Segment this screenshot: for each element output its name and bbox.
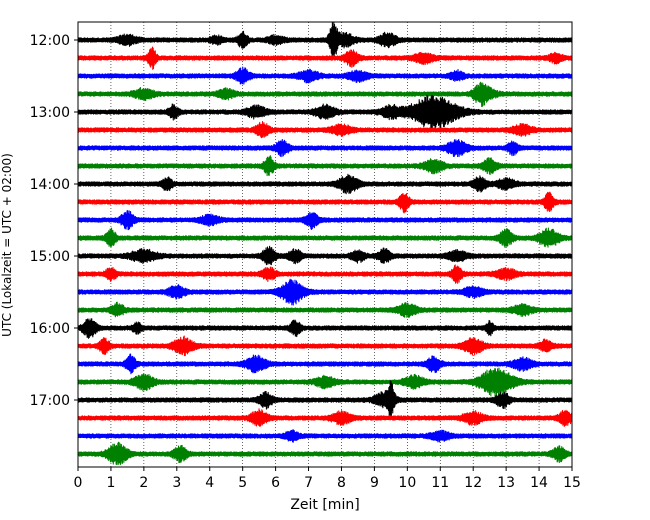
seismogram-trace — [77, 367, 573, 397]
seismogram-trace — [77, 227, 573, 248]
seismogram-trace — [77, 245, 573, 266]
seismogram-trace — [77, 335, 573, 357]
y-axis-ticks: 12:00 13:00 14:00 15:00 16:00 17:00 — [30, 33, 78, 409]
seismogram-trace — [77, 46, 573, 70]
x-tick-label: 6 — [271, 475, 280, 491]
y-tick-label: 15:00 — [30, 249, 70, 265]
x-tick-label: 13 — [497, 475, 515, 491]
y-tick-label: 16:00 — [30, 321, 70, 337]
x-tick-label: 5 — [238, 475, 247, 491]
seismogram-trace — [77, 81, 573, 108]
seismogram-trace — [77, 94, 573, 131]
x-tick-label: 4 — [205, 475, 214, 491]
y-axis-label: UTC (Lokalzeit = UTC + 02:00) — [0, 153, 14, 337]
seismogram-trace — [77, 441, 573, 466]
x-tick-label: 7 — [304, 475, 313, 491]
x-tick-label: 11 — [431, 475, 449, 491]
seismogram-trace — [77, 353, 573, 375]
x-tick-label: 3 — [172, 475, 181, 491]
seismogram-trace — [77, 380, 573, 420]
x-tick-label: 15 — [563, 475, 581, 491]
seismogram-trace — [77, 155, 573, 177]
seismogram-trace — [77, 22, 573, 58]
x-axis-label: Zeit [min] — [290, 497, 359, 513]
plot-frame — [77, 21, 573, 468]
seismogram-trace — [77, 191, 573, 214]
seismogram-trace — [77, 429, 573, 443]
x-tick-label: 12 — [464, 475, 482, 491]
seismogram-trace — [77, 120, 573, 139]
seismogram-trace — [77, 138, 573, 158]
y-tick-label: 17:00 — [30, 393, 70, 409]
seismogram-trace — [77, 408, 573, 428]
x-tick-label: 0 — [74, 475, 83, 491]
seismogram-trace — [77, 210, 573, 231]
x-tick-label: 9 — [370, 475, 379, 491]
seismogram-trace — [77, 66, 573, 85]
seismogram-trace — [77, 278, 573, 306]
seismogram-trace — [77, 173, 573, 195]
seismogram-trace — [77, 264, 573, 284]
x-tick-label: 1 — [106, 475, 115, 491]
seismic-traces — [77, 22, 573, 466]
x-tick-label: 10 — [398, 475, 416, 491]
x-tick-label: 14 — [530, 475, 548, 491]
seismogram-trace — [77, 318, 573, 339]
seismogram-trace — [77, 301, 573, 319]
y-tick-label: 13:00 — [30, 105, 70, 121]
x-axis-ticks: 0 1 2 3 4 5 6 7 8 9 10 11 12 13 14 15 — [74, 467, 581, 491]
x-tick-label: 8 — [337, 475, 346, 491]
y-tick-label: 14:00 — [30, 177, 70, 193]
x-tick-label: 2 — [139, 475, 148, 491]
y-tick-label: 12:00 — [30, 33, 70, 49]
